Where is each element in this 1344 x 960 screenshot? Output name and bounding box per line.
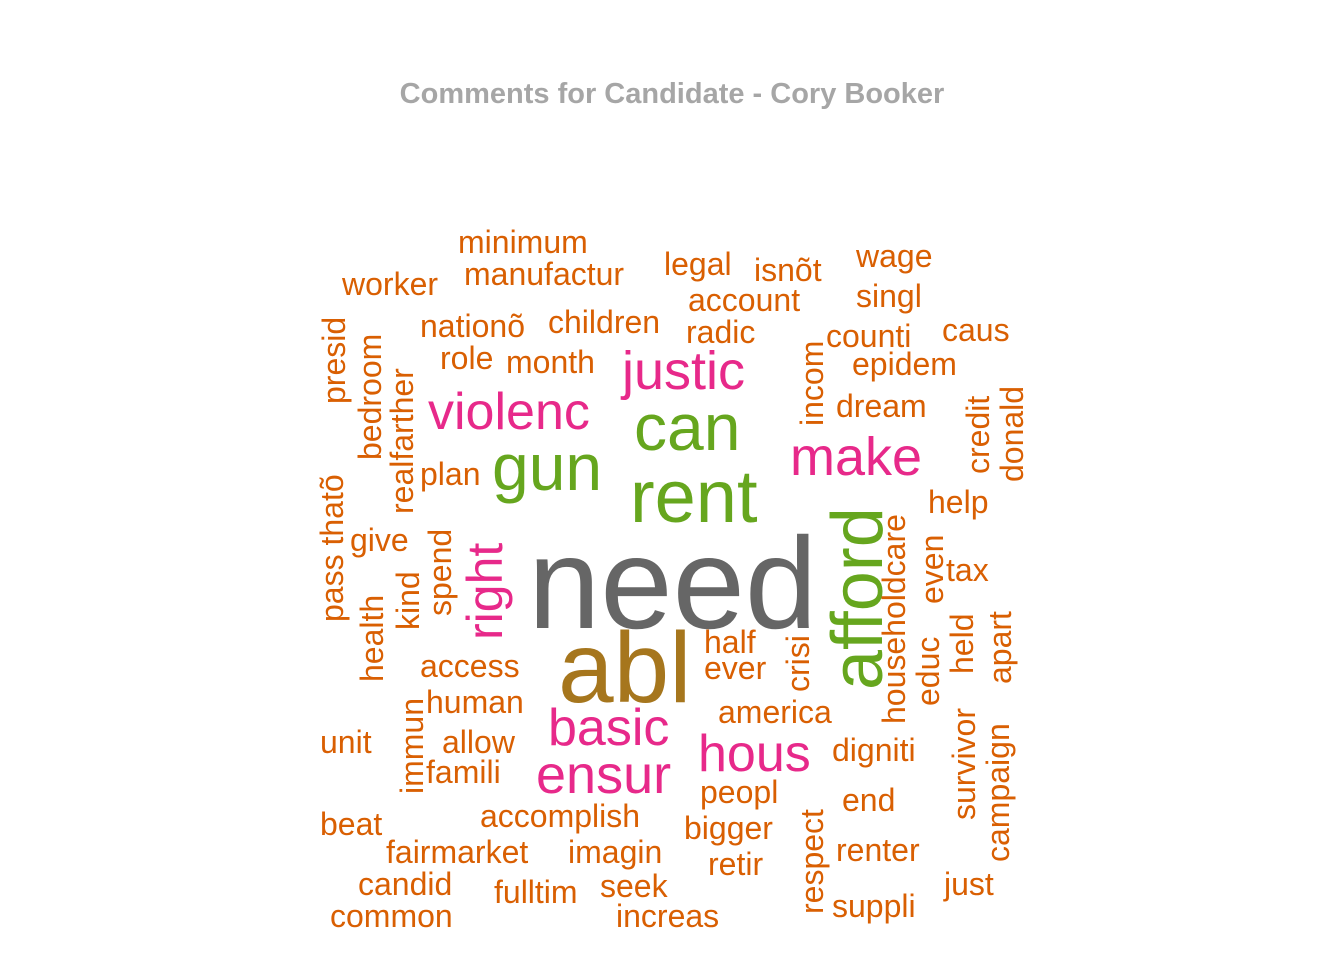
word-crisi: crisi: [782, 635, 814, 692]
word-pass-that: pass thatõ: [316, 474, 348, 622]
word-held: held: [946, 614, 978, 675]
word-immun: immun: [396, 698, 428, 794]
word-bigger: bigger: [684, 812, 773, 844]
word-access: access: [420, 650, 520, 682]
word-minimum: minimum: [458, 226, 588, 258]
word-apart: apart: [984, 611, 1016, 684]
word-imagin: imagin: [568, 836, 662, 868]
word-account: account: [688, 284, 800, 316]
word-can: can: [634, 394, 740, 460]
word-hous: hous: [698, 728, 811, 780]
word-help: help: [928, 486, 989, 518]
word-singl: singl: [856, 280, 922, 312]
word-wage: wage: [856, 240, 933, 272]
word-epidem: epidem: [852, 348, 957, 380]
word-common: common: [330, 900, 453, 932]
word-unit: unit: [320, 726, 372, 758]
word-famili: famili: [426, 756, 501, 788]
word-make: make: [790, 430, 922, 484]
word-worker: worker: [342, 268, 438, 300]
word-children: children: [548, 306, 660, 338]
word-accomplish: accomplish: [480, 800, 640, 832]
word-realfarther: realfarther: [386, 368, 418, 514]
word-role: role: [440, 342, 493, 374]
word-incom: incom: [796, 341, 828, 426]
word-gun: gun: [492, 434, 602, 500]
word-digniti: digniti: [832, 734, 916, 766]
word-just: just: [944, 868, 994, 900]
word-increas: increas: [616, 900, 719, 932]
word-campaign: campaign: [982, 723, 1014, 862]
word-plan: plan: [420, 458, 481, 490]
word-radic: radic: [686, 316, 755, 348]
word-caus: caus: [942, 314, 1010, 346]
word-ever: ever: [704, 652, 766, 684]
word-householdcare: householdcare: [878, 514, 910, 724]
word-renter: renter: [836, 834, 920, 866]
word-candid: candid: [358, 868, 452, 900]
word-manufactur: manufactur: [464, 258, 624, 290]
word-nation: nationõ: [420, 310, 525, 342]
word-beat: beat: [320, 808, 382, 840]
word-presid: presid: [318, 317, 350, 404]
word-ensur: ensur: [536, 748, 671, 802]
word-dream: dream: [836, 390, 927, 422]
word-legal: legal: [664, 248, 732, 280]
word-human: human: [426, 686, 524, 718]
word-survivor: survivor: [948, 708, 980, 820]
word-suppli: suppli: [832, 890, 916, 922]
word-peopl: peopl: [700, 776, 778, 808]
word-spend: spend: [424, 529, 456, 616]
word-credit: credit: [962, 396, 994, 474]
word-retir: retir: [708, 848, 763, 880]
word-america: america: [718, 696, 832, 728]
word-month: month: [506, 346, 595, 378]
word-give: give: [350, 524, 409, 556]
word-justic: justic: [622, 344, 745, 398]
word-kind: kind: [392, 571, 424, 630]
word-bedroom: bedroom: [354, 334, 386, 460]
word-right: right: [460, 543, 510, 640]
word-rent: rent: [630, 460, 758, 534]
word-educ: educ: [912, 637, 944, 706]
word-respect: respect: [796, 809, 828, 914]
word-fulltim: fulltim: [494, 876, 578, 908]
word-violenc: violenc: [428, 386, 590, 438]
word-tax: tax: [946, 554, 989, 586]
word-fairmarket: fairmarket: [386, 836, 528, 868]
word-health: health: [356, 595, 388, 682]
word-end: end: [842, 784, 895, 816]
word-donald: donald: [996, 386, 1028, 482]
word-even: even: [916, 535, 948, 604]
